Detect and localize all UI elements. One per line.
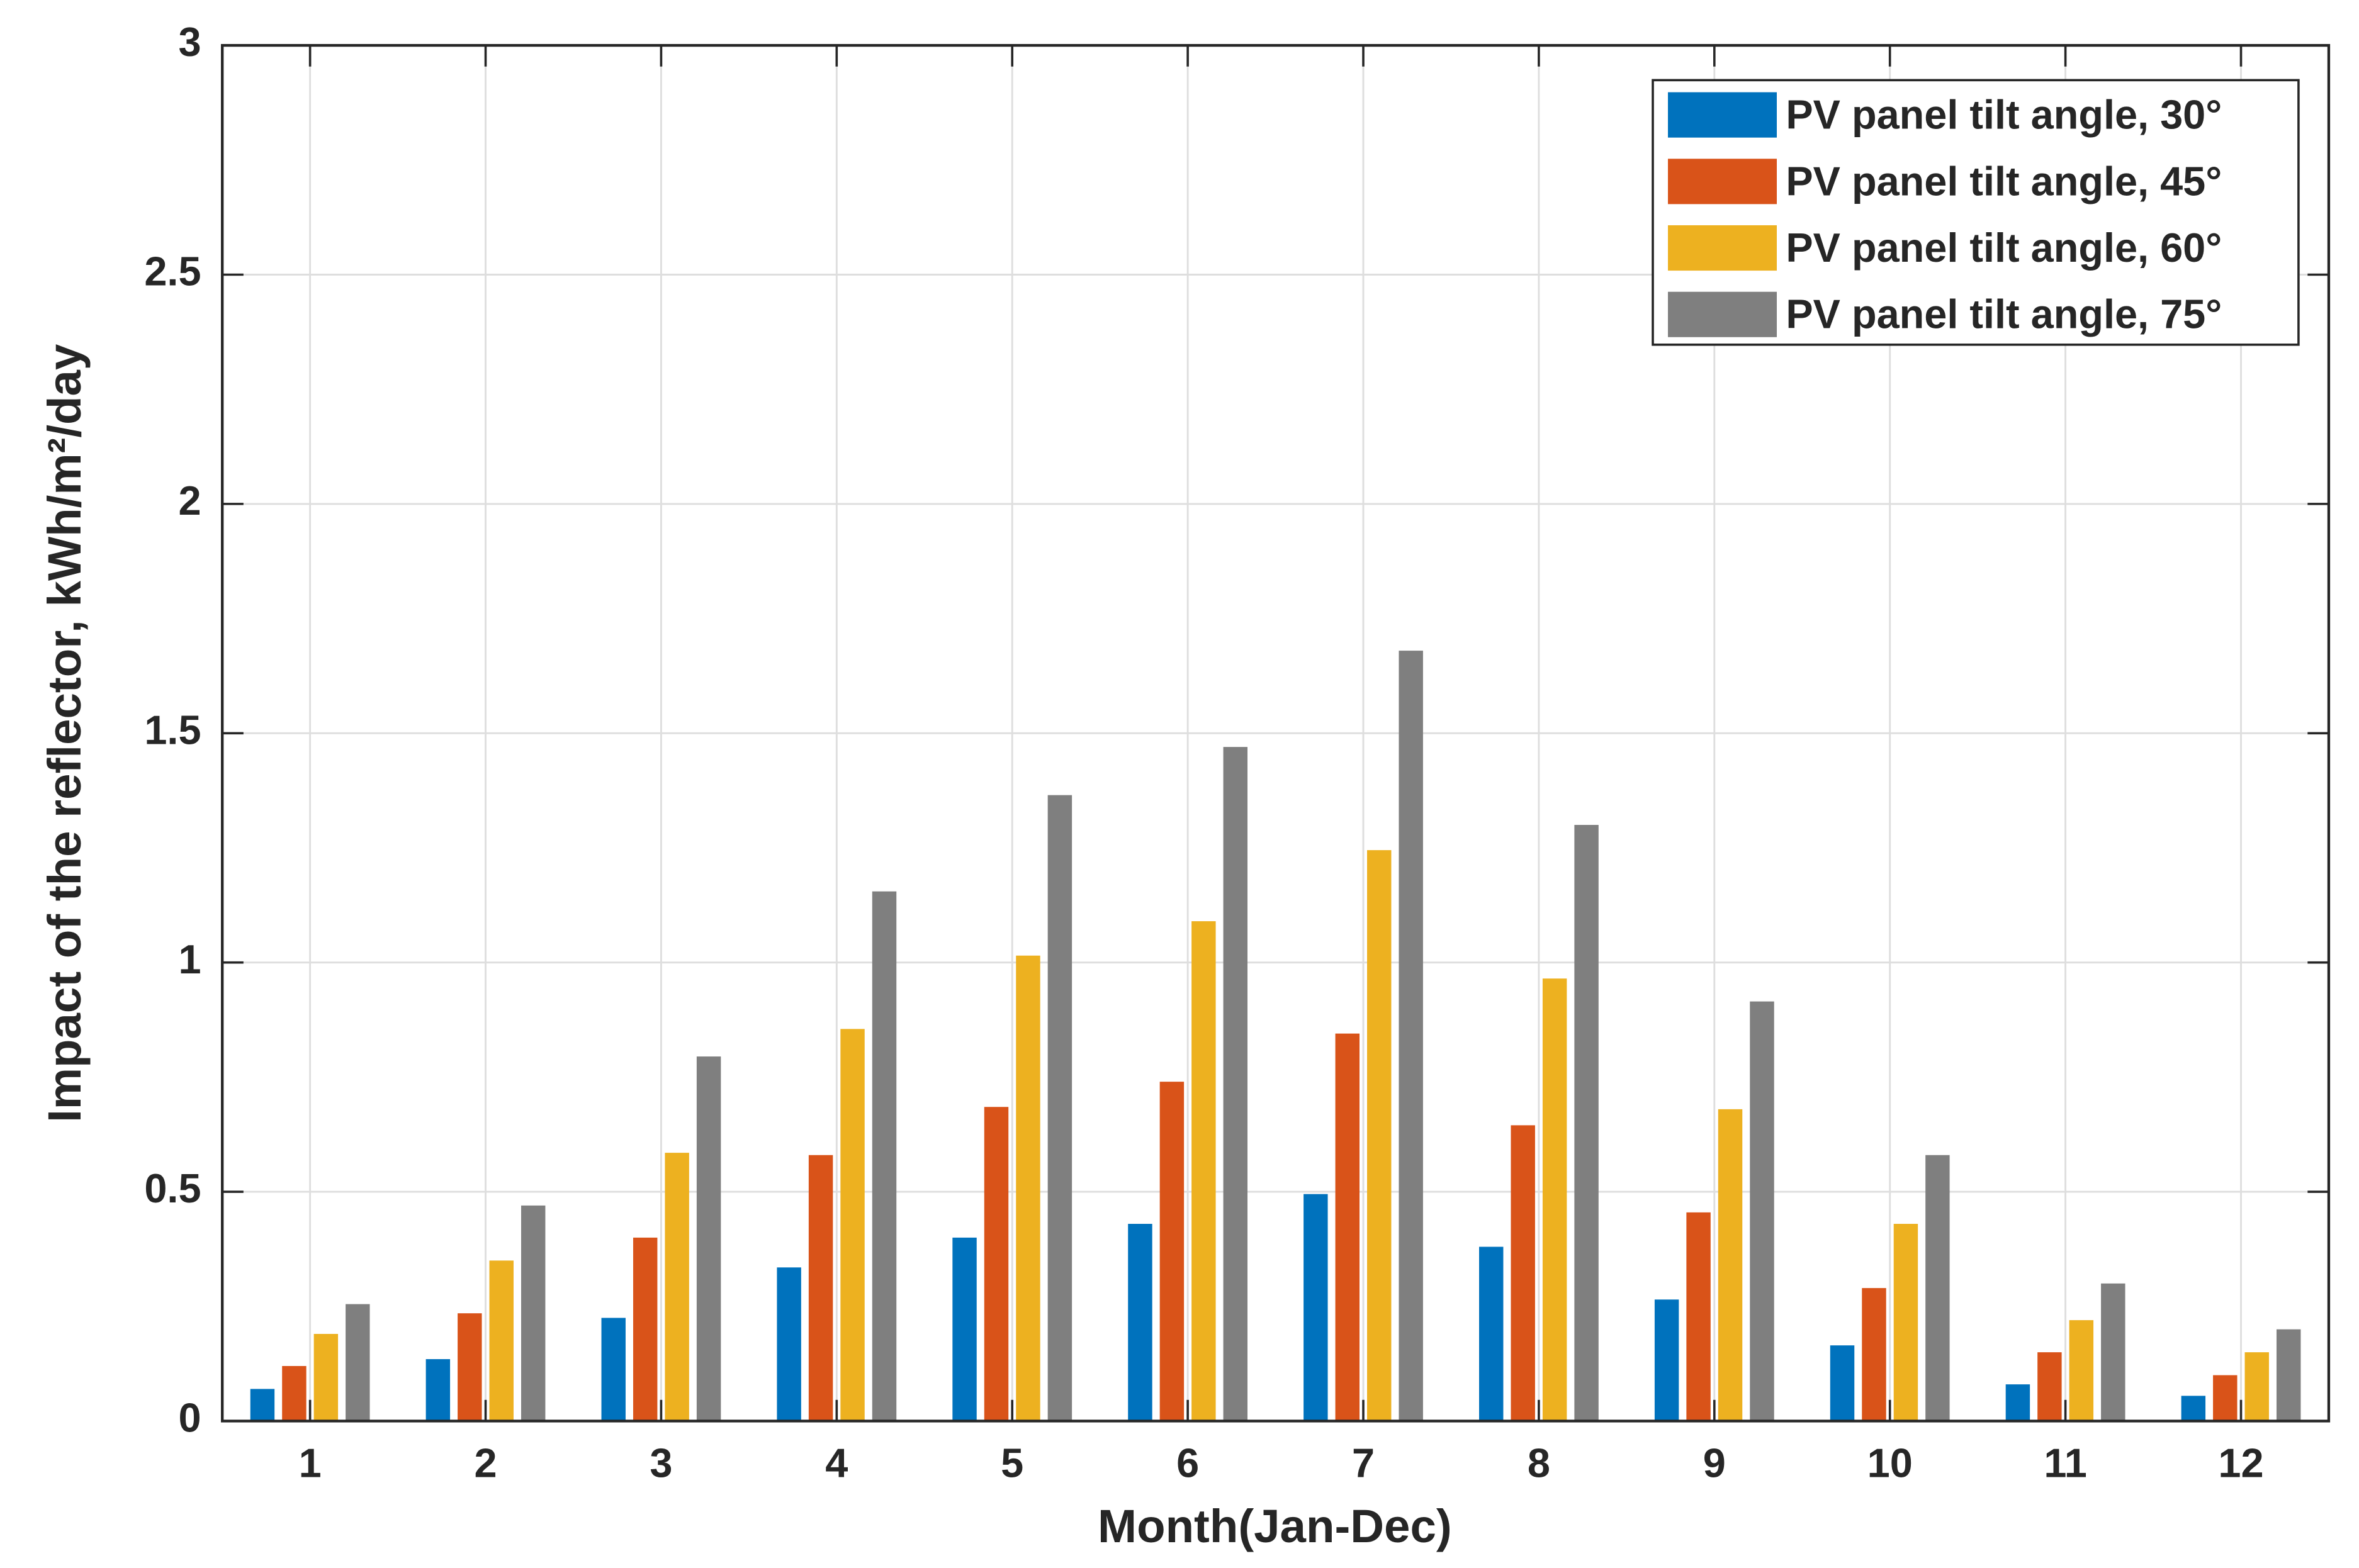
bar [1159, 1082, 1185, 1421]
y-axis-title: Impact of the reflector, kWh/m²/day [38, 344, 91, 1123]
bar [984, 1107, 1009, 1421]
x-tick-label: 10 [1867, 1440, 1913, 1486]
legend-label: PV panel tilt angle, 60° [1786, 225, 2222, 271]
bar [458, 1313, 482, 1421]
x-tick-label: 3 [650, 1440, 672, 1486]
bar [2005, 1384, 2030, 1421]
bar [313, 1333, 339, 1421]
legend-swatch [1668, 291, 1777, 337]
bar [489, 1260, 514, 1421]
bar [282, 1365, 307, 1421]
bar [250, 1389, 275, 1421]
bar [521, 1205, 546, 1421]
bar [633, 1237, 658, 1421]
bar [1191, 921, 1216, 1421]
bar [1335, 1033, 1360, 1421]
y-tick-label: 3 [178, 19, 201, 65]
y-tick-label: 2 [178, 478, 201, 524]
x-tick-label: 9 [1703, 1440, 1726, 1486]
bar [1718, 1109, 1743, 1421]
x-tick-label: 6 [1176, 1440, 1199, 1486]
x-tick-label: 4 [825, 1440, 848, 1486]
bar [1128, 1224, 1152, 1421]
bar [1016, 955, 1040, 1421]
bar [840, 1029, 865, 1421]
bar [1047, 795, 1073, 1421]
legend-label: PV panel tilt angle, 30° [1786, 92, 2222, 138]
bar [2213, 1375, 2238, 1421]
bar [1542, 978, 1567, 1421]
bar [2244, 1352, 2269, 1421]
legend-swatch [1668, 225, 1777, 271]
legend-label: PV panel tilt angle, 75° [1786, 291, 2222, 337]
bar [1303, 1194, 1328, 1421]
bar [872, 891, 897, 1421]
x-tick-label: 12 [2218, 1440, 2263, 1486]
bar [2069, 1320, 2094, 1421]
x-axis-title: Month(Jan-Dec) [1098, 1500, 1452, 1552]
bar [777, 1267, 801, 1421]
bar [1654, 1299, 1679, 1421]
bar [1574, 825, 1599, 1421]
x-tick-label: 5 [1001, 1440, 1023, 1486]
legend-swatch [1668, 92, 1777, 138]
bar [1830, 1345, 1855, 1421]
bar [1925, 1155, 1950, 1421]
bar [2101, 1283, 2125, 1421]
bar [425, 1359, 451, 1421]
bar [2037, 1352, 2062, 1421]
x-tick-label: 2 [474, 1440, 497, 1486]
plot-frame [221, 43, 2331, 1423]
bar [1511, 1125, 1535, 1421]
bar [1893, 1224, 1918, 1421]
bar [2276, 1329, 2301, 1421]
y-tick-label: 1.5 [144, 707, 201, 753]
x-tick-label: 1 [299, 1440, 322, 1486]
bar [1479, 1246, 1504, 1421]
legend-label: PV panel tilt angle, 45° [1786, 158, 2222, 204]
bar [1367, 850, 1392, 1421]
bar [2181, 1396, 2206, 1421]
bar [696, 1056, 721, 1421]
bar [346, 1304, 370, 1421]
bar [952, 1237, 977, 1421]
y-tick-label: 1 [178, 936, 201, 982]
bar [1686, 1212, 1711, 1421]
x-tick-label: 11 [2044, 1440, 2087, 1486]
bar [665, 1153, 689, 1421]
x-tick-label: 7 [1352, 1440, 1375, 1486]
x-tick-label: 8 [1528, 1440, 1550, 1486]
bar [808, 1155, 833, 1421]
bar [1862, 1288, 1886, 1421]
y-tick-label: 0 [178, 1395, 201, 1441]
bar [1750, 1001, 1774, 1421]
y-tick-label: 0.5 [144, 1165, 201, 1211]
legend-swatch [1668, 159, 1777, 204]
bar [1399, 651, 1423, 1421]
bar [601, 1318, 626, 1421]
bar [1223, 747, 1248, 1421]
y-tick-label: 2.5 [144, 249, 201, 294]
